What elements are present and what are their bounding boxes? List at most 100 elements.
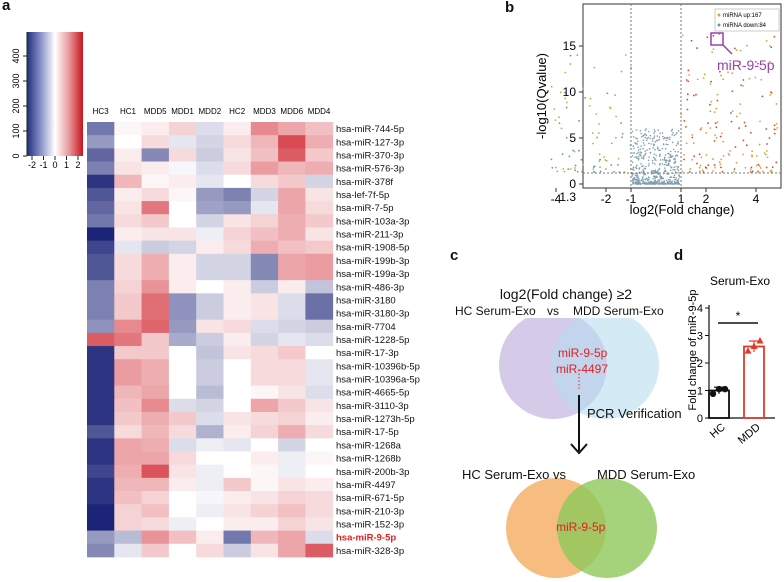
volcano-point-up <box>776 126 779 129</box>
heatmap-cell <box>196 543 224 558</box>
heatmap-cell <box>278 227 306 242</box>
volcano-point-ns <box>637 182 640 184</box>
volcano-point-down <box>574 169 577 172</box>
volcano-point-up <box>765 166 768 169</box>
heatmap-column-header: MDD4 <box>308 107 331 116</box>
volcano-point-up <box>707 122 709 125</box>
volcano-point-up <box>773 132 776 135</box>
heatmap-cell <box>250 122 279 136</box>
heatmap-row-label: hsa-miR-1908-5p <box>336 243 409 254</box>
volcano-point-down <box>621 136 623 139</box>
volcano-point-ns <box>678 174 680 176</box>
heatmap-cell <box>223 293 252 307</box>
color-key-value-tick-label: 1 <box>64 160 69 170</box>
volcano-point-ns <box>653 180 656 182</box>
heatmap-cell <box>141 187 170 202</box>
heatmap-cell <box>250 148 279 162</box>
data-point-mdd <box>756 336 764 344</box>
volcano-point-ns <box>642 169 644 171</box>
volcano-point-ns <box>631 154 634 157</box>
volcano-point-ns <box>663 180 666 182</box>
heatmap-cell <box>168 319 197 334</box>
volcano-point-ns <box>635 175 638 177</box>
volcano-point-ns <box>676 168 679 170</box>
venn-diagrams <box>499 318 659 578</box>
heatmap-cell <box>223 543 252 558</box>
heatmap-cell <box>278 201 306 215</box>
volcano-point-ns <box>653 137 655 139</box>
volcano-point-ns <box>673 181 676 184</box>
volcano-point-down <box>581 170 584 173</box>
heatmap-cell <box>250 174 279 189</box>
heatmap-cell <box>250 517 279 531</box>
color-key-count-tick-label: 300 <box>11 73 21 88</box>
volcano-point-down <box>582 87 585 90</box>
volcano-point-up <box>705 132 708 134</box>
volcano-point-down <box>599 158 602 161</box>
heatmap-cell <box>114 332 142 347</box>
color-key-count-tick-label: 100 <box>11 123 21 138</box>
heatmap-cell <box>223 464 252 479</box>
volcano-point-ns <box>665 161 667 164</box>
volcano-point-ns <box>641 177 644 179</box>
volcano-point-up <box>711 51 714 54</box>
heatmap-cell <box>250 135 279 149</box>
volcano-point-ns <box>658 164 661 166</box>
volcano-point-ns <box>637 157 640 160</box>
volcano-point-ns <box>638 155 640 157</box>
heatmap-cell <box>141 161 170 176</box>
heatmap-cell <box>250 240 279 255</box>
volcano-point-up <box>713 140 716 142</box>
heatmap-cell <box>168 214 197 228</box>
heatmap-cell <box>305 398 334 413</box>
heatmap-cell <box>196 451 224 466</box>
heatmap-cell <box>250 161 279 176</box>
volcano-point-up <box>769 170 772 173</box>
volcano-point-up <box>735 161 738 164</box>
heatmap-row-label: hsa-miR-4497 <box>336 480 396 491</box>
volcano-point-ns <box>669 153 672 156</box>
volcano-point-up <box>739 112 741 115</box>
volcano-point-ns <box>645 177 648 180</box>
volcano-point-up <box>730 112 732 114</box>
volcano-point-up <box>758 143 761 146</box>
volcano-point-ns <box>665 143 667 146</box>
heatmap-cell <box>114 174 142 189</box>
volcano-point-down <box>599 166 601 169</box>
volcano-point-up <box>685 79 688 81</box>
data-point-hc <box>715 385 723 393</box>
volcano-point-up <box>751 150 754 153</box>
volcano-point-up <box>742 153 744 156</box>
volcano-point-up <box>731 110 734 113</box>
volcano-point-ns <box>646 137 648 140</box>
volcano-point-up <box>770 46 773 49</box>
volcano-point-ns <box>653 170 656 173</box>
heatmap-cell <box>114 240 142 255</box>
volcano-point-ns <box>639 153 642 156</box>
heatmap-row-label: hsa-miR-3110-3p <box>336 401 409 412</box>
pcr-arrow-head <box>570 443 588 455</box>
volcano-point-up <box>765 150 768 152</box>
heatmap-cell <box>250 530 279 545</box>
volcano-point-up <box>721 132 723 135</box>
volcano-point-ns <box>643 144 646 146</box>
volcano-point-down <box>623 171 626 173</box>
volcano-point-ns <box>658 179 661 181</box>
heatmap-cell <box>114 451 142 466</box>
heatmap-cell <box>223 148 252 162</box>
heatmap-cell <box>278 385 306 400</box>
heatmap-cell <box>168 359 197 373</box>
volcano-point-ns <box>669 179 671 181</box>
volcano-point-ns <box>640 155 642 157</box>
volcano-point-ns <box>674 158 677 160</box>
heatmap-cell <box>141 253 170 268</box>
heatmap-cell <box>278 135 306 149</box>
volcano-point-ns <box>656 135 659 137</box>
volcano-point-down <box>550 158 553 161</box>
volcano-point-up <box>712 158 714 160</box>
heatmap-cell <box>168 372 197 386</box>
heatmap-cell <box>250 332 279 347</box>
heatmap-cell <box>141 148 170 162</box>
volcano-point-ns <box>671 155 673 158</box>
volcano-point-ns <box>635 129 638 131</box>
